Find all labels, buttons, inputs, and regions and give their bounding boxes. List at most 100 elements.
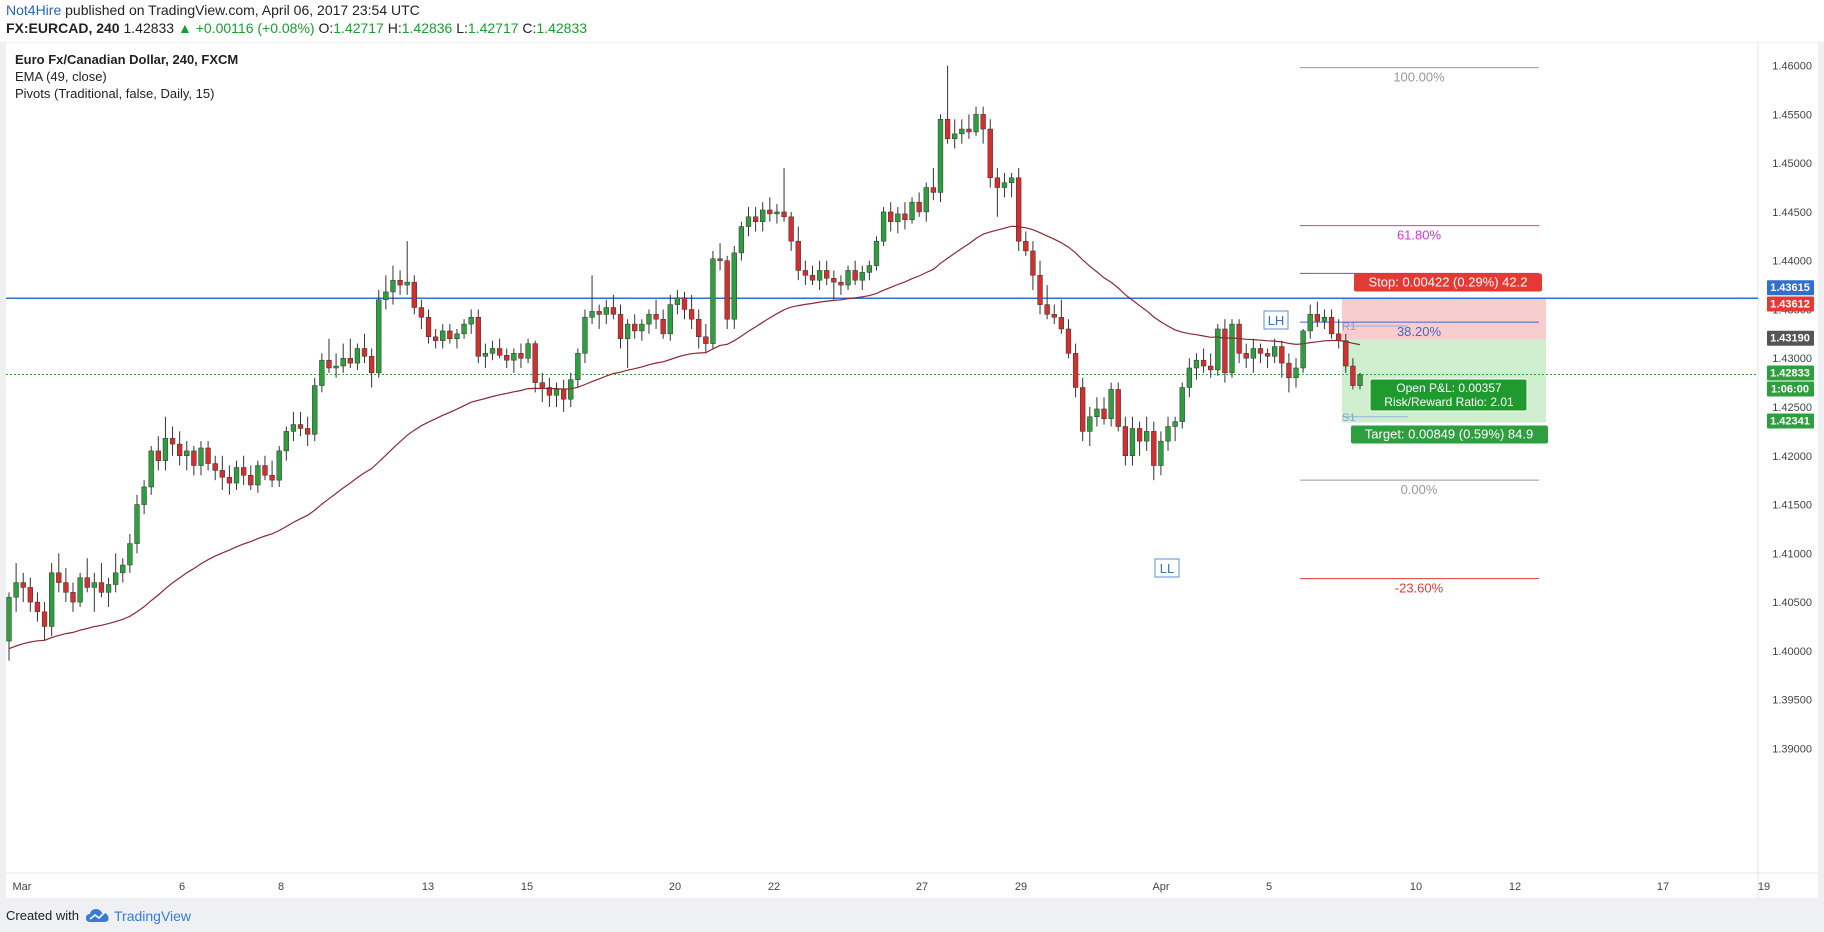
candle-body xyxy=(1264,353,1271,357)
open-label: O: xyxy=(318,20,334,36)
candle-body xyxy=(603,307,609,315)
candle-body xyxy=(859,272,865,281)
candle-body xyxy=(411,281,417,308)
x-tick-label: 5 xyxy=(1266,881,1272,893)
fib-level-label: -23.60% xyxy=(1395,581,1444,596)
price-badge-label: 1.43612 xyxy=(1770,299,1810,311)
candle-body xyxy=(461,323,467,335)
tradingview-brand[interactable]: TradingView xyxy=(114,908,192,924)
candle-body xyxy=(1072,353,1079,388)
candle-body xyxy=(703,336,709,344)
pattern-annotation-box xyxy=(1154,558,1180,578)
candle-body xyxy=(1336,333,1342,341)
candle-body xyxy=(774,211,780,215)
candle-body xyxy=(610,307,617,315)
x-tick-label: 15 xyxy=(521,881,533,893)
candle-body xyxy=(269,475,275,481)
candle-body xyxy=(873,240,880,266)
candle-body xyxy=(1215,328,1221,371)
x-tick-label: 22 xyxy=(768,881,780,893)
y-tick-label: 1.43000 xyxy=(1772,353,1812,365)
chart-legend: Euro Fx/Canadian Dollar, 240, FXCM EMA (… xyxy=(15,51,238,102)
candle-body xyxy=(1250,348,1256,359)
target-label: Target: 0.00849 (0.59%) 84.9 xyxy=(1365,427,1533,442)
candle-body xyxy=(952,133,958,140)
y-tick-label: 1.45000 xyxy=(1772,158,1812,170)
price-chart[interactable]: 1.460001.455001.450001.445001.440001.435… xyxy=(6,43,1818,898)
price-badge xyxy=(1767,280,1814,296)
candle-body xyxy=(468,317,474,325)
candle-body xyxy=(1279,346,1285,364)
candle-body xyxy=(760,209,766,222)
price-change: ▲ +0.00116 (+0.08%) xyxy=(177,20,315,36)
candle-body xyxy=(141,486,147,505)
candle-body xyxy=(226,476,233,484)
candle-body xyxy=(1243,353,1249,359)
x-tick-label: 17 xyxy=(1657,881,1669,893)
candle-body xyxy=(944,119,951,140)
candle-body xyxy=(127,543,133,566)
legend-pivots[interactable]: Pivots (Traditional, false, Daily, 15) xyxy=(15,86,215,101)
candle-body xyxy=(191,450,197,466)
candle-body xyxy=(539,382,545,388)
stop-loss-zone xyxy=(1342,298,1546,340)
x-tick-label: 19 xyxy=(1758,881,1770,893)
candle-body xyxy=(148,450,154,488)
candle-body xyxy=(1065,328,1072,354)
candle-body xyxy=(752,216,759,222)
candle-body xyxy=(681,297,688,310)
candle-body xyxy=(767,209,773,215)
fib-level-label: 0.00% xyxy=(1401,482,1438,497)
candle-body xyxy=(816,270,823,281)
candle-body xyxy=(113,572,119,585)
candle-body xyxy=(617,314,624,339)
candle-body xyxy=(1044,304,1050,315)
candle-body xyxy=(13,582,19,598)
low-label: L: xyxy=(456,20,468,36)
x-tick-label: 8 xyxy=(278,881,284,893)
legend-title: Euro Fx/Canadian Dollar, 240, FXCM xyxy=(15,52,239,67)
candle-body xyxy=(518,353,524,359)
candle-body xyxy=(624,323,631,339)
candle-body xyxy=(432,336,439,341)
x-tick-label: 10 xyxy=(1410,881,1422,893)
candle-body xyxy=(155,450,161,461)
candle-body xyxy=(888,211,894,222)
candle-body xyxy=(489,348,496,354)
candle-body xyxy=(930,187,937,193)
candle-body xyxy=(1037,275,1043,305)
candle-body xyxy=(653,314,659,320)
x-tick-label: 13 xyxy=(422,881,434,893)
author-link[interactable]: Not4Hire xyxy=(6,2,62,18)
candle-body xyxy=(824,270,830,279)
candle-body xyxy=(1343,340,1349,367)
candle-body xyxy=(802,270,809,276)
candle-body xyxy=(788,216,794,242)
candle-body xyxy=(1229,323,1235,374)
candle-body xyxy=(1193,359,1200,369)
candle-body xyxy=(511,353,517,361)
y-tick-label: 1.39000 xyxy=(1772,743,1812,755)
candle-body xyxy=(162,437,169,461)
candle-body xyxy=(639,323,645,332)
candle-body xyxy=(20,582,26,588)
candle-body xyxy=(1179,387,1185,422)
chart-panel[interactable]: 1.460001.455001.450001.445001.440001.435… xyxy=(6,43,1818,898)
candle-body xyxy=(233,467,240,484)
candle-body xyxy=(219,470,225,478)
candle-body xyxy=(240,467,247,476)
candle-body xyxy=(553,389,560,396)
candle-body xyxy=(973,114,979,133)
legend-ema[interactable]: EMA (49, close) xyxy=(15,69,107,84)
candle-body xyxy=(1208,365,1214,371)
candle-body xyxy=(418,307,425,318)
price-badge xyxy=(1767,413,1814,429)
footer xyxy=(0,898,1824,932)
low-value: 1.42717 xyxy=(467,20,519,36)
symbol-label: FX:EURCAD, 240 xyxy=(6,20,120,36)
candle-body xyxy=(212,463,218,471)
tradingview-cloud-icon[interactable] xyxy=(86,906,110,926)
price-badge xyxy=(1767,330,1814,346)
open-value: 1.42717 xyxy=(333,20,384,36)
candle-body xyxy=(1172,421,1178,427)
